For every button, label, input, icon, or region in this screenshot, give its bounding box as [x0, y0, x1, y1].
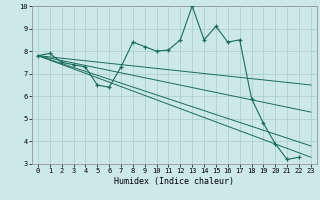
- X-axis label: Humidex (Indice chaleur): Humidex (Indice chaleur): [115, 177, 234, 186]
